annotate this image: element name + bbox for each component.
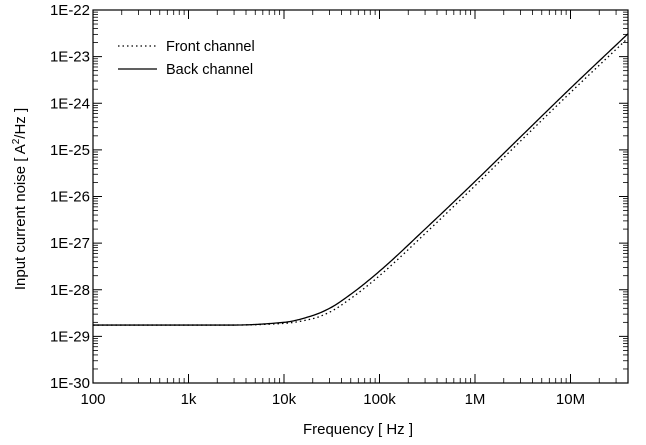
x-tick-label: 1M bbox=[465, 391, 486, 408]
y-tick-label: 1E-26 bbox=[50, 189, 90, 206]
x-tick-label: 10k bbox=[272, 391, 297, 408]
series-line-front-channel bbox=[93, 37, 629, 326]
y-tick-label: 1E-27 bbox=[50, 235, 90, 252]
y-tick-label: 1E-29 bbox=[50, 328, 90, 345]
legend-label-front-channel: Front channel bbox=[166, 39, 255, 55]
y-axis-label-prefix: Input current noise [ A bbox=[12, 144, 29, 290]
x-tick-label: 100 bbox=[80, 391, 105, 408]
y-tick-label: 1E-30 bbox=[50, 375, 90, 392]
y-tick-label: 1E-25 bbox=[50, 142, 90, 159]
y-axis-label-superscript: 2 bbox=[11, 138, 22, 144]
y-tick-labels: 1E-30 1E-29 1E-28 1E-27 1E-26 1E-25 1E-24 1E-23… bbox=[50, 2, 90, 392]
x-tick-label: 100k bbox=[363, 391, 396, 408]
series-lines bbox=[93, 33, 629, 326]
y-axis-label: Input current noise [ A2/Hz ] bbox=[11, 108, 29, 290]
y-axis-label-suffix: /Hz ] bbox=[12, 108, 29, 139]
x-tick-label: 1k bbox=[181, 391, 197, 408]
legend: Front channel Back channel bbox=[118, 39, 255, 78]
series-line-back-channel bbox=[93, 33, 629, 326]
y-tick-label: 1E-22 bbox=[50, 2, 90, 19]
axis-ticks bbox=[92, 9, 628, 384]
y-tick-label: 1E-24 bbox=[50, 95, 90, 112]
y-tick-label: 1E-23 bbox=[50, 49, 90, 66]
x-axis-label: Frequency [ Hz ] bbox=[303, 421, 413, 438]
x-tick-label: 10M bbox=[556, 391, 585, 408]
legend-label-back-channel: Back channel bbox=[166, 62, 253, 78]
x-tick-labels: 100 1k 10k 100k 1M 10M bbox=[80, 391, 585, 408]
y-tick-label: 1E-28 bbox=[50, 282, 90, 299]
